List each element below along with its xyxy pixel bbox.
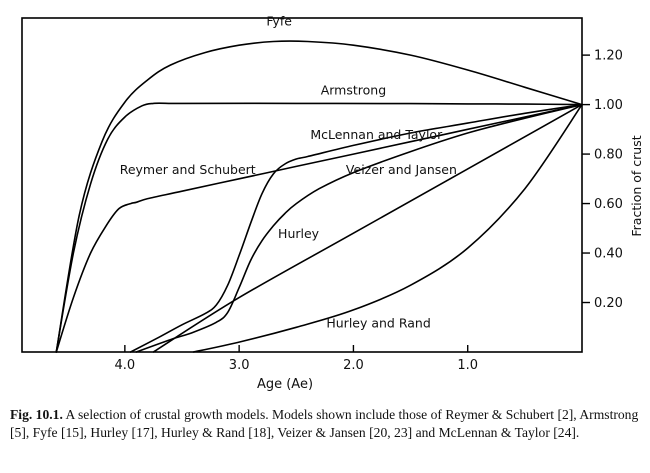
series-label-mclennan-and-taylor: McLennan and Taylor: [310, 127, 443, 142]
series-label-hurley-and-rand: Hurley and Rand: [326, 315, 430, 330]
series-label-armstrong: Armstrong: [321, 83, 386, 98]
series-labels: Fyfe Armstrong McLennan and Taylor Reymer a…: [120, 13, 457, 330]
y-tick-label: 0.60: [594, 197, 623, 212]
series-line-reymer-and-schubert: [55, 103, 583, 353]
series-line-armstrong: [55, 102, 583, 353]
y-tick-label: 1.00: [594, 98, 623, 113]
caption-text: A selection of crustal growth models. Mo…: [10, 407, 639, 440]
x-axis-ticks: 4.0 3.0 2.0 1.0: [115, 345, 478, 373]
y-axis-ticks: 0.20 0.40 0.60 0.80 1.00 1.20: [582, 49, 623, 311]
x-tick-label: 2.0: [343, 358, 364, 373]
x-tick-label: 4.0: [115, 358, 136, 373]
series-line-fyfe: [55, 40, 583, 353]
figure-caption: Fig. 10.1. A selection of crustal growth…: [10, 406, 642, 442]
y-tick-label: 0.40: [594, 247, 623, 262]
y-tick-label: 0.20: [594, 296, 623, 311]
y-tick-label: 0.80: [594, 148, 623, 163]
caption-label: Fig. 10.1.: [10, 407, 63, 422]
x-tick-label: 3.0: [229, 358, 250, 373]
y-axis-label: Fraction of crust: [629, 135, 644, 236]
series-line-hurley: [152, 103, 583, 353]
crustal-growth-chart: 4.0 3.0 2.0 1.0 0.20 0.40 0.60 0.80 1.00 1.20 Fy…: [21, 13, 644, 392]
plot-frame: [21, 17, 583, 353]
y-tick-label: 1.20: [594, 49, 623, 64]
x-axis-label: Age (Ae): [257, 377, 313, 392]
x-tick-label: 1.0: [457, 358, 478, 373]
series-label-fyfe: Fyfe: [266, 13, 292, 28]
series-lines: [55, 40, 583, 353]
series-label-veizer-and-jansen: Veizer and Jansen: [346, 162, 457, 177]
series-label-hurley: Hurley: [278, 226, 320, 241]
series-label-reymer-and-schubert: Reymer and Schubert: [120, 162, 256, 177]
series-line-veizer-and-jansen: [135, 103, 583, 353]
series-line-mclennan-and-taylor: [129, 103, 583, 353]
series-line-hurley-and-rand: [192, 103, 583, 353]
